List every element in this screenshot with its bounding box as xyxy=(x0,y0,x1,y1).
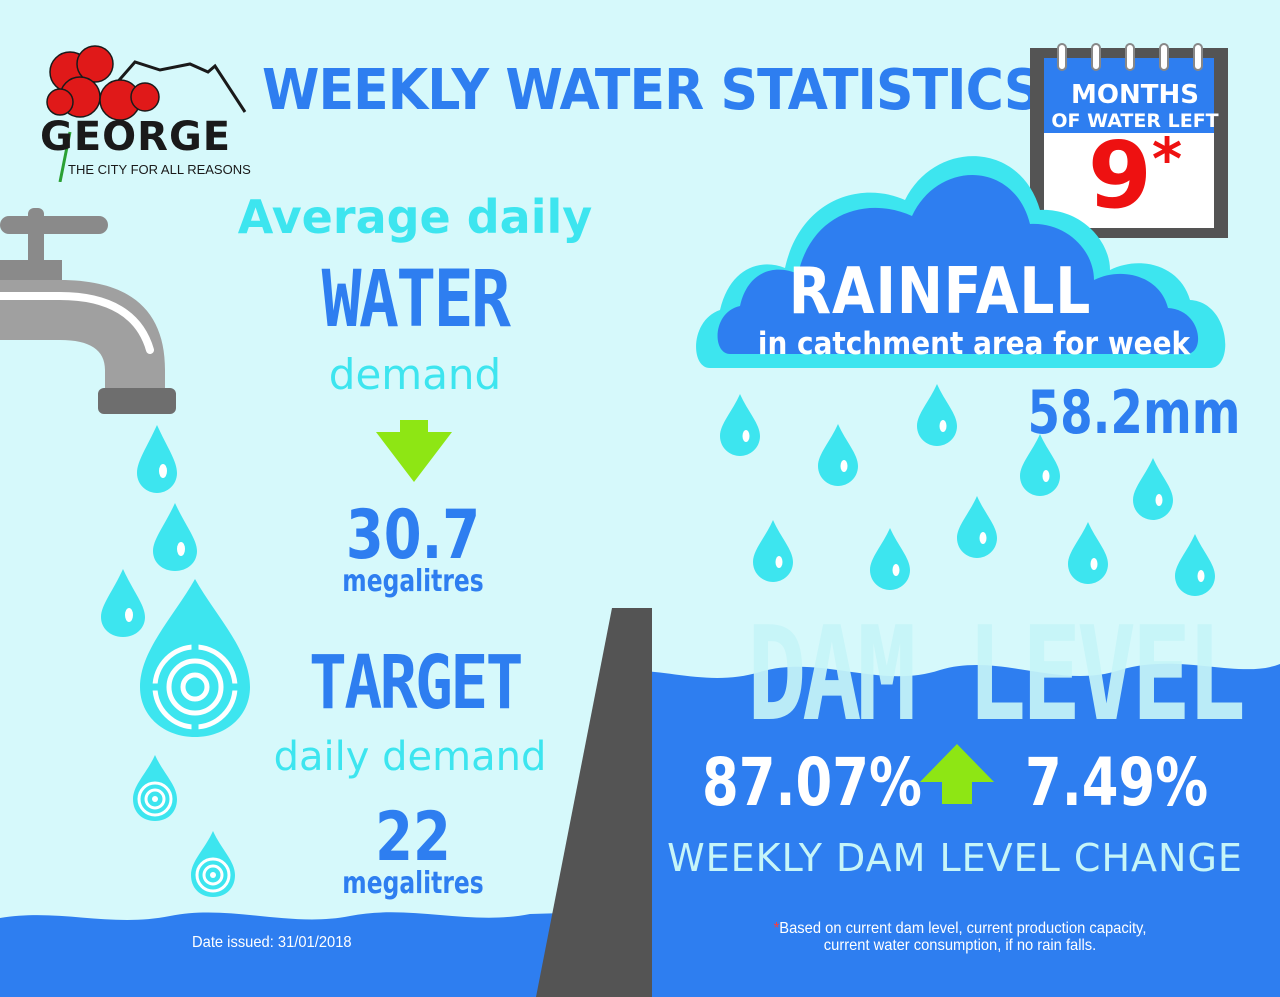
rain-drop-icon xyxy=(753,520,793,582)
rain-drop-icon xyxy=(720,394,760,456)
tap-water-drops xyxy=(101,425,250,897)
rain-drop-icon xyxy=(957,496,997,558)
footnote-asterisk: * xyxy=(773,920,780,937)
months-left-value: 9* xyxy=(1050,130,1220,222)
rain-drop-icon xyxy=(1175,534,1215,596)
target-headline: TARGET xyxy=(309,640,523,726)
water-headline: WATER xyxy=(321,255,511,345)
rainfall-value: 58.2mm xyxy=(1027,378,1241,448)
water-target-drop-icon xyxy=(133,755,177,821)
logo-wordmark: GEORGE xyxy=(40,114,232,160)
water-target-drop-icon xyxy=(140,579,250,737)
page-title: WEEKLY WATER STATISTICS xyxy=(262,58,1041,123)
rain-drop-icon xyxy=(1020,434,1060,496)
dam-change-value: 7.49% xyxy=(1025,744,1209,821)
rain-drop-icon xyxy=(1068,522,1108,584)
dam-level-title: DAM LEVEL xyxy=(747,598,1246,750)
demand-unit: megalitres xyxy=(342,564,484,599)
rain-drop-icon xyxy=(818,424,858,486)
footnote: *Based on current dam level, current pro… xyxy=(712,920,1209,955)
dam-water xyxy=(600,663,1280,997)
arrow-down-icon xyxy=(376,420,452,482)
ground-water xyxy=(0,912,600,997)
cloud-icon xyxy=(696,156,1226,368)
calendar-frame xyxy=(1030,48,1228,238)
water-drop-icon xyxy=(137,425,177,493)
arrow-up-icon xyxy=(920,744,994,804)
footnote-text-1: Based on current dam level, current prod… xyxy=(779,920,1147,937)
dam-level-value: 87.07% xyxy=(702,744,922,821)
target-subline: daily demand xyxy=(273,734,547,780)
water-target-drop-icon xyxy=(191,831,235,897)
target-value: 22 xyxy=(375,798,451,877)
dam-change-label: WEEKLY DAM LEVEL CHANGE xyxy=(667,836,1243,880)
rain-drop-icon xyxy=(870,528,910,590)
calendar-label-water-left: OF WATER LEFT xyxy=(1051,110,1219,132)
water-drop-icon xyxy=(153,503,197,571)
rainfall-title: RAINFALL xyxy=(788,255,1092,329)
months-left-number: 9 xyxy=(1087,122,1152,229)
logo-tagline: THE CITY FOR ALL REASONS xyxy=(68,162,251,177)
calendar-rings-icon xyxy=(1057,43,1203,71)
target-unit: megalitres xyxy=(342,866,484,901)
rain-drops xyxy=(720,384,1215,596)
demand-subline: demand xyxy=(328,350,502,399)
tap-icon xyxy=(0,208,176,414)
rainfall-subtitle: in catchment area for week xyxy=(757,326,1191,362)
dam-wall xyxy=(536,608,652,997)
george-logo-icon xyxy=(46,45,247,182)
calendar-label-months: MONTHS xyxy=(1071,80,1199,110)
footnote-text-2: current water consumption, if no rain fa… xyxy=(823,936,1097,954)
footnote-line-1: *Based on current dam level, current pro… xyxy=(712,920,1209,938)
average-daily-label: Average daily xyxy=(237,190,593,244)
water-drop-icon xyxy=(101,569,145,637)
rain-drop-icon xyxy=(917,384,957,446)
rain-drop-icon xyxy=(1133,458,1173,520)
demand-value: 30.7 xyxy=(345,496,481,575)
months-left-asterisk: * xyxy=(1151,125,1183,193)
date-issued: Date issued: 31/01/2018 xyxy=(192,934,352,951)
